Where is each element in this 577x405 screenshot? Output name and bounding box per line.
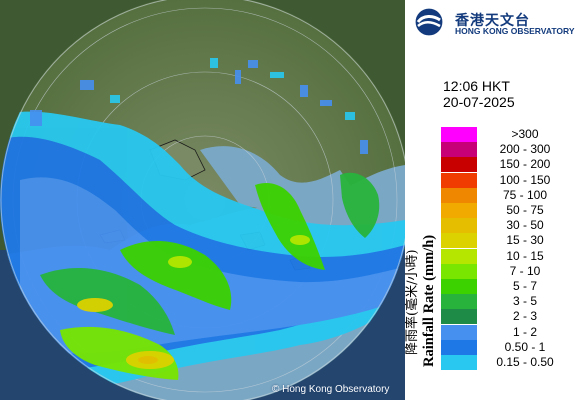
- legend-label: 3 - 5: [512, 294, 537, 309]
- legend-axis-title: 降雨率(毫米/小時) Rainfall Rate (mm/h): [404, 135, 437, 375]
- radar-map-image: [0, 0, 410, 405]
- legend-label: 75 - 100: [502, 187, 548, 202]
- legend-row: >300: [441, 127, 571, 142]
- legend-label: >300: [511, 127, 539, 141]
- legend-label: 10 - 15: [506, 248, 544, 263]
- legend-row: 5 - 7: [441, 279, 571, 294]
- legend-label: 50 - 75: [506, 203, 544, 217]
- legend-color-swatch: [441, 309, 477, 325]
- legend-color-swatch: [441, 248, 477, 264]
- legend-row: 10 - 15: [441, 248, 571, 264]
- legend-color-swatch: [441, 233, 477, 249]
- legend-color-swatch: [441, 157, 477, 173]
- legend-row: 100 - 150: [441, 172, 571, 188]
- legend-label: 7 - 10: [509, 263, 541, 278]
- observatory-logo: 香港天文台 HONG KONG OBSERVATORY: [413, 6, 575, 38]
- legend-label: 0.15 - 0.50: [496, 355, 554, 369]
- legend-label: 5 - 7: [512, 279, 537, 293]
- legend-row: 75 - 100: [441, 187, 571, 203]
- legend-title-english: Rainfall Rate (mm/h): [421, 235, 437, 367]
- legend-row: 3 - 5: [441, 294, 571, 310]
- radar-map: © Hong Kong Observatory: [0, 0, 410, 405]
- logo-english-name: HONG KONG OBSERVATORY: [455, 26, 575, 36]
- timestamp-date: 20-07-2025: [443, 94, 515, 110]
- timestamp-time: 12:06 HKT: [443, 78, 510, 94]
- legend-row: 0.15 - 0.50: [441, 355, 571, 370]
- legend-title-chinese: 降雨率(毫米/小時): [405, 249, 420, 355]
- legend-color-swatch: [441, 324, 477, 340]
- legend-row: 0.50 - 1: [441, 339, 571, 355]
- legend-color-swatch: [441, 127, 477, 142]
- legend-label: 30 - 50: [506, 218, 544, 233]
- observatory-emblem-icon: [414, 7, 444, 37]
- legend-row: 150 - 200: [441, 157, 571, 173]
- legend-color-swatch: [441, 187, 477, 203]
- logo-chinese-name: 香港天文台: [455, 13, 530, 29]
- legend-label: 200 - 300: [499, 142, 551, 157]
- legend-color-swatch: [441, 339, 477, 355]
- legend-axis-title-svg: 降雨率(毫米/小時) Rainfall Rate (mm/h): [404, 235, 437, 367]
- legend-color-swatch: [441, 294, 477, 310]
- legend-label: 15 - 30: [506, 233, 544, 248]
- legend-color-swatch: [441, 203, 477, 218]
- legend-row: 50 - 75: [441, 203, 571, 218]
- legend-panel: 香港天文台 HONG KONG OBSERVATORY 12:06 HKT 20…: [404, 0, 577, 400]
- legend-label: 0.50 - 1: [504, 339, 546, 354]
- legend-row: 200 - 300: [441, 142, 571, 158]
- legend-label: 2 - 3: [512, 309, 537, 324]
- legend-label: 1 - 2: [512, 324, 537, 339]
- legend-label: 100 - 150: [499, 172, 551, 187]
- legend-label: 150 - 200: [499, 157, 551, 172]
- legend-color-swatch: [441, 263, 477, 279]
- legend-color-swatch: [441, 218, 477, 234]
- legend-color-swatch: [441, 355, 477, 370]
- copyright-text: © Hong Kong Observatory: [272, 384, 390, 395]
- legend-row: 1 - 2: [441, 324, 571, 340]
- legend-row: 30 - 50: [441, 218, 571, 234]
- legend-row: 7 - 10: [441, 263, 571, 279]
- legend-color-swatch: [441, 172, 477, 188]
- legend-color-swatch: [441, 279, 477, 294]
- legend-color-swatch: [441, 142, 477, 158]
- legend-row: 2 - 3: [441, 309, 571, 325]
- legend-row: 15 - 30: [441, 233, 571, 249]
